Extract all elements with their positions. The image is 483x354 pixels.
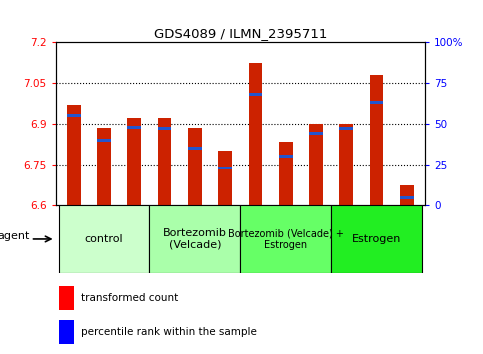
Text: GSM766678: GSM766678 (125, 205, 134, 257)
Bar (128, 119, 141, 205)
Bar (370, 101, 384, 104)
Text: GSM766687: GSM766687 (307, 205, 316, 257)
Bar (67, 114, 81, 117)
Bar (188, 128, 202, 205)
Text: GSM766686: GSM766686 (277, 205, 286, 257)
Bar (158, 127, 171, 130)
Bar (59, 286, 74, 310)
Text: Bortezomib
(Velcade): Bortezomib (Velcade) (163, 228, 227, 250)
Bar (249, 63, 262, 205)
Bar (279, 142, 293, 205)
Bar (97, 128, 111, 205)
Bar (279, 155, 293, 158)
Text: GSM766676: GSM766676 (65, 205, 74, 257)
Bar (128, 126, 141, 129)
Bar (218, 151, 232, 205)
Bar (67, 105, 81, 205)
Text: control: control (85, 234, 123, 244)
Text: GSM766685: GSM766685 (246, 205, 256, 256)
Text: agent: agent (0, 230, 30, 241)
Title: GDS4089 / ILMN_2395711: GDS4089 / ILMN_2395711 (154, 27, 327, 40)
Bar (97, 139, 111, 142)
Text: GSM766684: GSM766684 (216, 205, 225, 256)
Text: GSM766679: GSM766679 (337, 205, 346, 256)
Text: GSM766683: GSM766683 (186, 205, 195, 257)
Bar (218, 166, 232, 169)
Text: Bortezomib (Velcade) +
Estrogen: Bortezomib (Velcade) + Estrogen (228, 228, 344, 250)
Text: GSM766681: GSM766681 (398, 205, 407, 256)
Bar (188, 147, 202, 150)
Text: GSM766680: GSM766680 (368, 205, 377, 256)
Text: percentile rank within the sample: percentile rank within the sample (82, 327, 257, 337)
Bar (340, 124, 353, 205)
Bar (158, 119, 171, 205)
Bar (249, 93, 262, 96)
Text: transformed count: transformed count (82, 293, 179, 303)
Text: GSM766682: GSM766682 (156, 205, 165, 256)
Bar (309, 124, 323, 205)
Bar (149, 205, 241, 273)
Text: GSM766677: GSM766677 (95, 205, 104, 257)
Bar (241, 205, 331, 273)
Bar (58, 205, 149, 273)
Bar (400, 196, 413, 199)
Bar (331, 205, 422, 273)
Bar (370, 75, 384, 205)
Bar (340, 127, 353, 130)
Bar (400, 185, 413, 205)
Bar (309, 132, 323, 135)
Bar (59, 320, 74, 343)
Text: Estrogen: Estrogen (352, 234, 401, 244)
